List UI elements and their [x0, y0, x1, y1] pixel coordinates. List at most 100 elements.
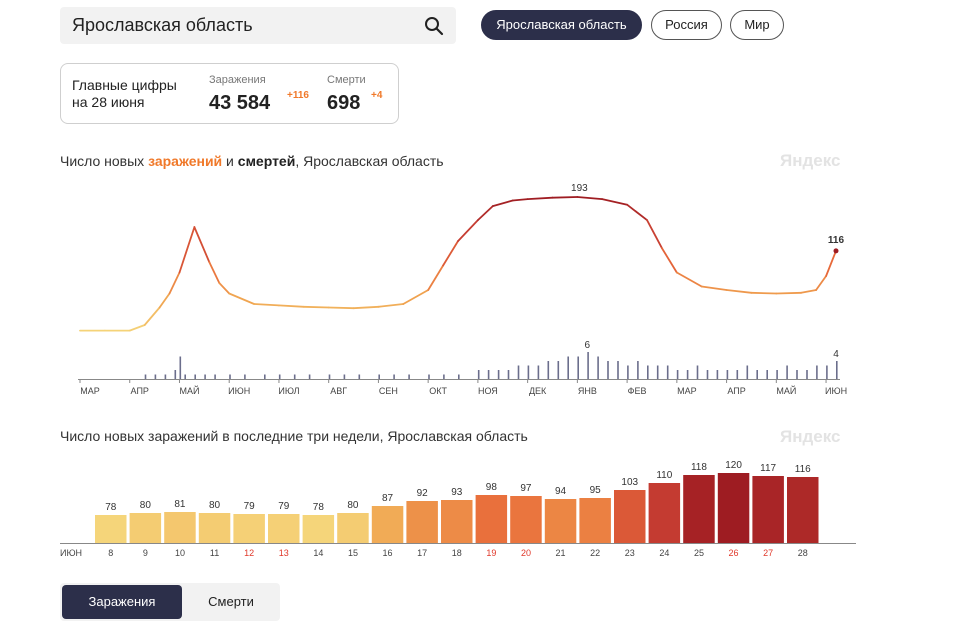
deaths-bar	[756, 370, 758, 379]
daily-bar	[648, 483, 681, 543]
deaths-bar	[487, 370, 490, 379]
deaths-bar	[736, 370, 739, 379]
infections-last-point	[833, 248, 839, 254]
infections-line-segment	[128, 324, 146, 332]
day-label: 23	[625, 548, 635, 558]
deaths-bar	[686, 370, 689, 379]
toggle-deaths-button[interactable]: Смерти	[208, 594, 254, 609]
infections-value: 43 584	[209, 92, 271, 114]
region-russia-button[interactable]: Россия	[651, 10, 722, 40]
deaths-bar	[627, 365, 629, 379]
chart1-title: Число новых заражений и смертей, Ярослав…	[60, 153, 444, 169]
daily-bar	[129, 513, 162, 543]
search-box[interactable]: Ярославская область	[60, 7, 456, 44]
daily-bar	[787, 477, 819, 543]
region-world-button[interactable]: Мир	[730, 10, 784, 40]
daily-bar-value: 117	[760, 463, 776, 474]
deaths-bar	[766, 370, 768, 379]
chart1-month-label: МАЙ	[179, 385, 199, 396]
deaths-bar	[786, 365, 788, 379]
infections-line-segment	[775, 291, 803, 295]
chart1-month-label: АПР	[131, 386, 149, 396]
infections-line-segment	[178, 226, 196, 274]
chart1-month-label: ФЕВ	[628, 386, 647, 396]
deaths-bar	[666, 365, 669, 379]
daily-bar-value: 80	[209, 500, 221, 511]
infections-line-segment	[815, 275, 827, 291]
deaths-bar	[328, 374, 331, 379]
day-label: 21	[556, 548, 566, 558]
deaths-bar	[497, 370, 500, 379]
infections-line-segment	[476, 205, 494, 222]
deaths-bar	[293, 374, 296, 379]
deaths-bar	[358, 374, 361, 379]
daily-bar	[752, 476, 784, 543]
daily-bar	[268, 514, 300, 543]
daily-bar-value: 92	[417, 488, 429, 499]
deaths-bar	[617, 361, 619, 379]
search-input[interactable]: Ярославская область	[72, 15, 253, 35]
daily-bar	[198, 513, 231, 543]
daily-bar	[337, 513, 369, 543]
infections-peak-label: 193	[571, 183, 588, 194]
deaths-bar	[557, 361, 560, 379]
chart2-title: Число новых заражений в последние три не…	[60, 428, 528, 444]
search-icon[interactable]	[424, 16, 444, 36]
deaths-bar	[547, 361, 550, 379]
region-yaroslavl-button[interactable]: Ярославская область	[481, 10, 642, 40]
daily-bar-value: 80	[347, 500, 359, 511]
daily-bar	[475, 495, 508, 543]
deaths-bar	[716, 370, 719, 379]
yandex-watermark-1: Яндекс	[780, 151, 841, 170]
summary-title-line1: Главные цифры	[72, 77, 177, 93]
toggle-infections-button[interactable]: Заражения	[62, 585, 182, 619]
deaths-value: 698	[327, 92, 361, 114]
deaths-bar	[378, 374, 380, 379]
deaths-bar	[836, 361, 838, 379]
infections-line-segment	[402, 289, 430, 305]
deaths-bar	[776, 370, 778, 379]
chart2-month-label: ИЮН	[60, 548, 82, 558]
infections-line-segment	[208, 261, 221, 284]
infections-label: Заражения	[209, 74, 266, 86]
deaths-bar	[144, 374, 147, 379]
daily-bar-value: 95	[590, 485, 602, 496]
day-label: 16	[383, 548, 393, 558]
deaths-peak-label: 6	[585, 340, 591, 351]
daily-bar-value: 110	[656, 470, 672, 481]
chart1-month-label: ДЕК	[529, 386, 547, 396]
deaths-bar	[308, 374, 311, 379]
deaths-bar	[577, 356, 579, 379]
chart1-title-part3: и	[222, 153, 238, 169]
yandex-watermark-2: Яндекс	[780, 427, 841, 446]
deaths-last-label: 4	[833, 349, 839, 360]
daily-bar-value: 103	[621, 477, 638, 488]
infections-line-segment	[601, 198, 628, 206]
deaths-bar	[229, 374, 231, 379]
day-label: 28	[798, 548, 808, 558]
daily-bar	[717, 473, 750, 543]
chart1-title-deaths: смертей	[237, 153, 296, 169]
day-label: 12	[244, 548, 254, 558]
daily-bar	[406, 501, 438, 543]
infections-line-segment	[377, 303, 405, 308]
deaths-bar	[607, 361, 609, 379]
deaths-bar	[676, 370, 679, 379]
infections-line-segment	[193, 226, 211, 264]
deaths-bar	[527, 365, 530, 379]
day-label: 25	[694, 548, 704, 558]
chart1-month-label: НОЯ	[478, 386, 498, 396]
deaths-bar	[637, 361, 639, 379]
daily-bar	[510, 496, 542, 543]
chart1-month-label: ИЮН	[228, 386, 250, 396]
chart1-month-label: ИЮН	[825, 386, 847, 396]
day-label: 22	[590, 548, 600, 558]
deaths-bar	[656, 365, 659, 379]
chart1-month-label: ИЮЛ	[278, 386, 299, 396]
infections-line-segment	[442, 240, 459, 267]
deaths-bar	[587, 352, 589, 379]
infections-line-segment	[302, 305, 330, 309]
infections-line-segment	[511, 198, 529, 202]
daily-bar-value: 97	[520, 483, 532, 494]
